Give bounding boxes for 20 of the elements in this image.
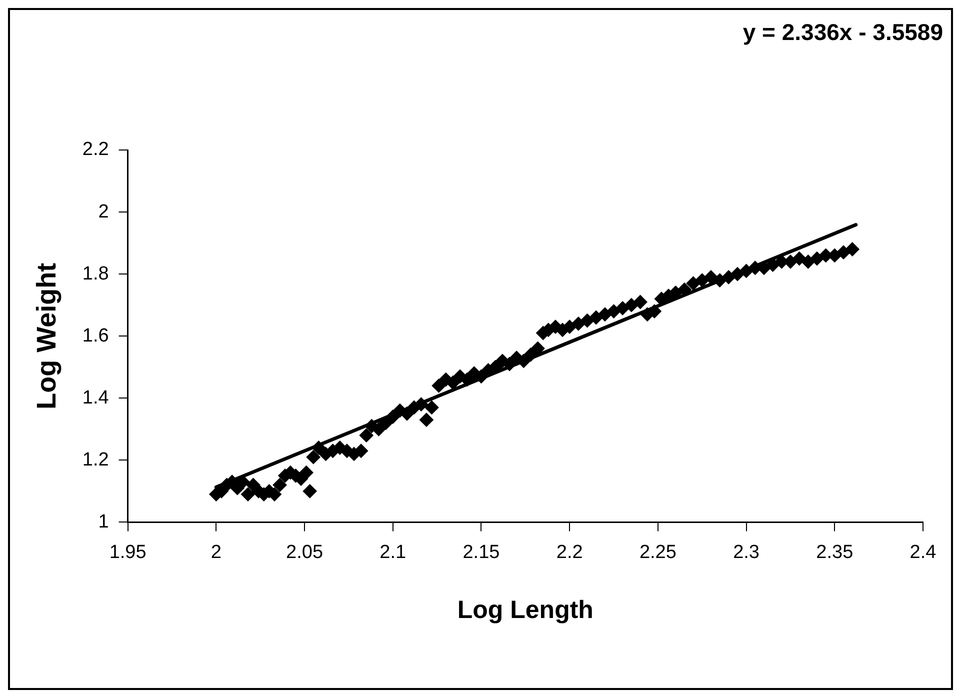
y-tick-label: 1.6 <box>82 325 109 346</box>
x-tick-label: 2.4 <box>910 542 937 563</box>
x-tick-label: 1.95 <box>109 542 146 563</box>
x-tick-label: 2.3 <box>733 542 760 563</box>
y-tick-label: 2.2 <box>82 139 109 160</box>
x-tick-label: 2.2 <box>556 542 583 563</box>
x-tick-label: 2.05 <box>286 542 324 563</box>
x-tick-label: 2.25 <box>639 542 676 563</box>
y-tick-label: 1.8 <box>82 263 109 284</box>
y-tick-label: 1.2 <box>82 449 109 470</box>
y-tick-label: 2 <box>98 201 109 222</box>
x-tick-label: 2.35 <box>816 542 854 563</box>
x-tick-label: 2 <box>210 542 222 563</box>
x-tick-label: 2.15 <box>462 542 500 563</box>
y-axis-title: Log Weight <box>32 262 62 410</box>
y-tick-label: 1 <box>98 511 109 532</box>
text: y = 2.336x - 3.5589 <box>742 18 943 45</box>
y-tick-label: 1.4 <box>82 387 110 408</box>
x-axis-title: Log Length <box>457 596 594 624</box>
x-tick-label: 2.1 <box>380 542 406 563</box>
